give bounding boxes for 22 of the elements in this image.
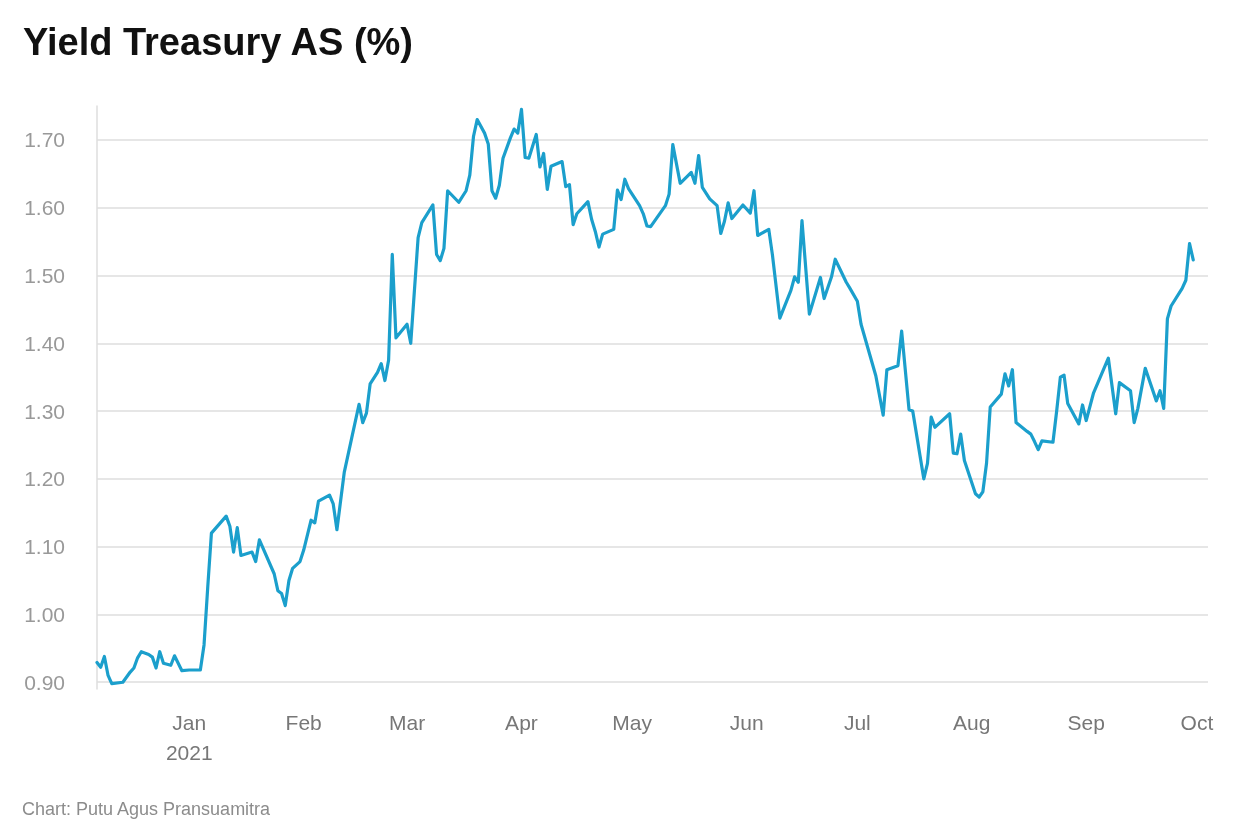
y-tick-label: 0.90 [24, 670, 65, 694]
x-tick-label: Apr [505, 710, 538, 734]
y-tick-label: 1.50 [24, 263, 65, 287]
x-tick-label: Feb [285, 710, 322, 734]
text: Chart: Putu Agus Pransuamitra [22, 799, 272, 819]
line-series [95, 107, 1195, 686]
y-tick-label: 1.10 [24, 535, 65, 559]
y-tick-label: 1.20 [24, 467, 65, 491]
x-tick-label: Jun [729, 710, 764, 734]
y-tick-label: 1.40 [24, 331, 65, 355]
x-tick-label: Aug [953, 710, 991, 734]
x-tick-label: Oct [1180, 710, 1214, 734]
y-tick-label: 1.70 [24, 128, 65, 152]
x-tick-label: Mar [388, 710, 426, 734]
x-tick-label: Jul [843, 710, 871, 734]
y-tick-label: 1.00 [24, 602, 65, 626]
y-tick-label: 1.30 [24, 399, 65, 423]
y-tick-label: 1.60 [24, 196, 65, 220]
chart-title: Yield Treasury AS (%) [23, 21, 413, 63]
x-tick-label: Sep [1067, 710, 1105, 734]
x-tick-label: May [612, 710, 653, 734]
x-tick-label: Jan 2021 [165, 710, 213, 764]
